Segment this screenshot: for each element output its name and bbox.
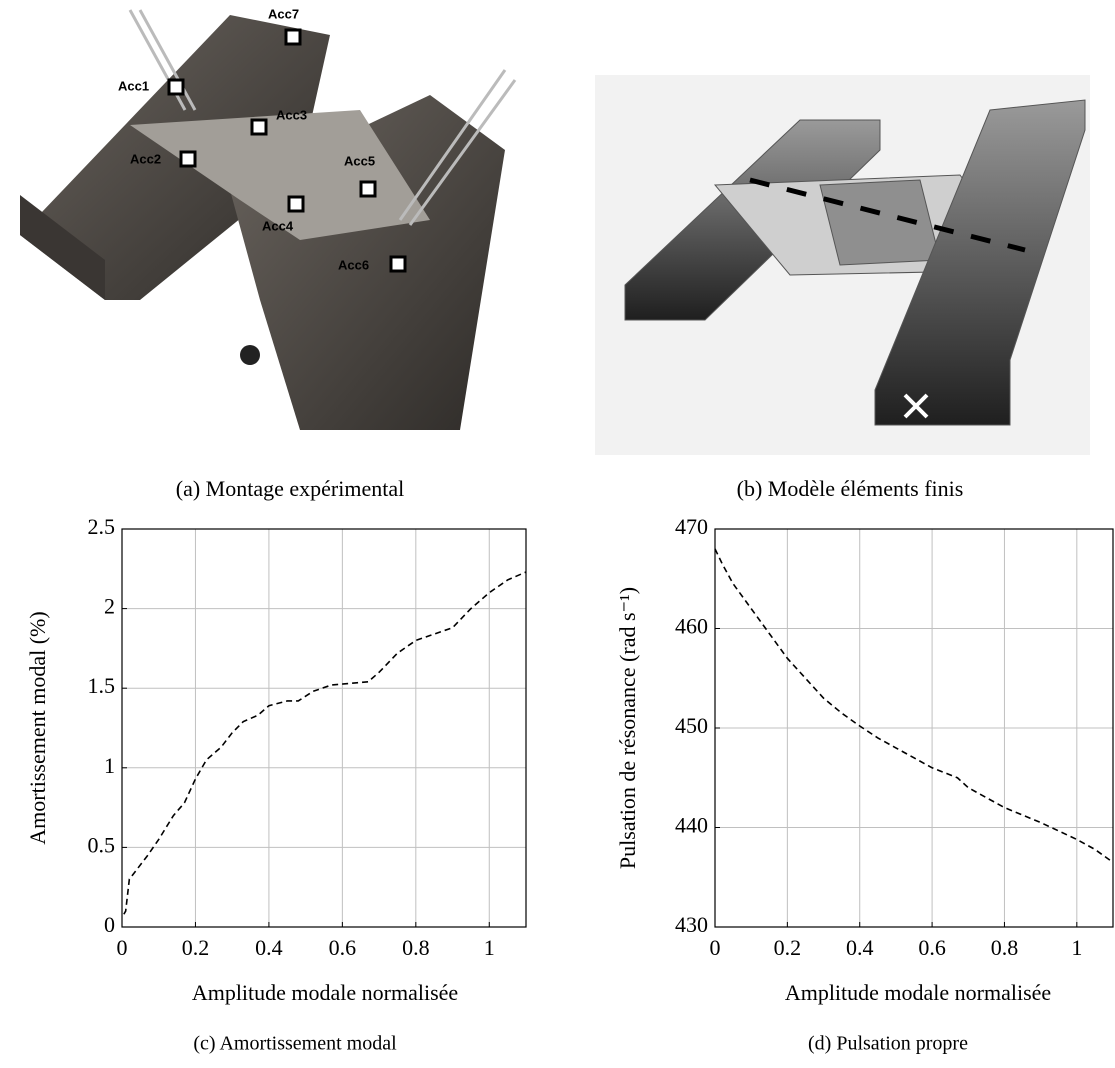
sensor-label: Acc6: [338, 257, 369, 272]
sensor-label: Acc1: [118, 78, 149, 93]
y-axis-label: Amortissement modal (%): [25, 611, 50, 844]
y-tick-label: 450: [675, 713, 708, 738]
y-tick-label: 1.5: [88, 673, 116, 698]
y-tick-label: 0.5: [88, 832, 116, 857]
sensor-label: Acc2: [130, 151, 161, 166]
plot-frame: [714, 528, 1114, 928]
y-tick-label: 470: [675, 514, 708, 539]
caption: (b) Modèle éléments finis: [737, 476, 964, 501]
sensor-label: Acc5: [344, 153, 375, 168]
y-tick-label: 0: [104, 912, 115, 937]
x-tick-label: 0.8: [991, 935, 1019, 960]
x-tick-label: 0: [710, 935, 721, 960]
caption: (c) Amortissement modal: [193, 1033, 397, 1055]
x-tick-label: 0.8: [402, 935, 430, 960]
sensor-marker: [389, 255, 407, 273]
sensor-marker: [284, 28, 302, 46]
sensor-marker: [359, 180, 377, 198]
sensor-marker: [250, 118, 268, 136]
y-tick-label: 2.5: [88, 514, 116, 539]
sensor-label: Acc3: [276, 107, 307, 122]
x-tick-label: 1: [484, 935, 495, 960]
fe-model: [595, 75, 1090, 455]
x-tick-label: 0.6: [329, 935, 357, 960]
photo: [20, 9, 517, 430]
sensor-label: Acc4: [262, 218, 294, 233]
caption: (d) Pulsation propre: [808, 1033, 968, 1055]
caption: (a) Montage expérimental: [176, 476, 404, 501]
y-tick-label: 430: [675, 912, 708, 937]
y-tick-label: 460: [675, 614, 708, 639]
y-tick-label: 440: [675, 813, 708, 838]
sensor-label: Acc7: [268, 6, 299, 21]
x-axis-label: Amplitude modale normalisée: [785, 980, 1051, 1005]
sensor-marker: [179, 150, 197, 168]
data-line: [714, 548, 1114, 863]
sensor-marker: [287, 195, 305, 213]
x-tick-label: 1: [1071, 935, 1082, 960]
x-tick-label: 0.2: [774, 935, 802, 960]
plot-frame: [121, 528, 527, 928]
x-tick-label: 0.6: [918, 935, 946, 960]
x-axis-label: Amplitude modale normalisée: [192, 980, 458, 1005]
y-axis-label: Pulsation de résonance (rad s⁻¹): [615, 587, 640, 869]
data-line: [123, 571, 527, 915]
x-tick-label: 0.2: [182, 935, 210, 960]
sensor-marker: [167, 78, 185, 96]
x-tick-label: 0.4: [255, 935, 283, 960]
x-tick-label: 0.4: [846, 935, 874, 960]
x-tick-label: 0: [117, 935, 128, 960]
y-tick-label: 1: [104, 753, 115, 778]
y-tick-label: 2: [104, 594, 115, 619]
